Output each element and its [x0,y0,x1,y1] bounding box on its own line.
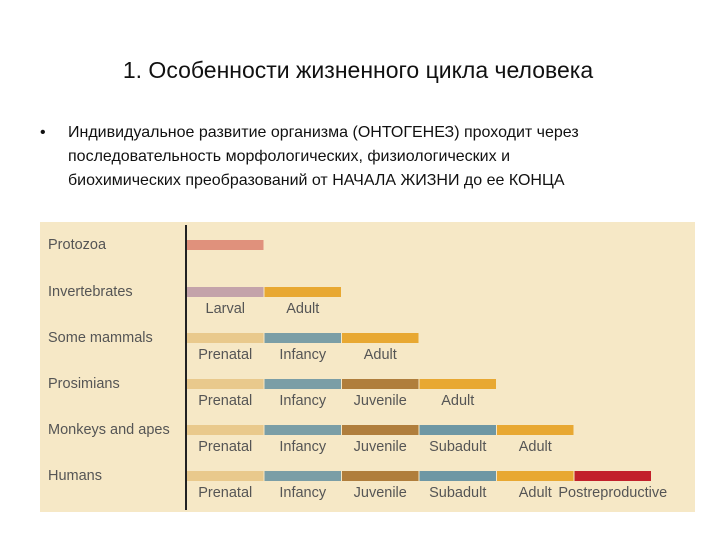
stage-label: Adult [519,485,552,501]
stage-bar [342,425,419,435]
stage-label: Infancy [279,393,326,409]
stage-bar [187,425,264,435]
stage-bar [187,240,264,250]
stage-bar [187,287,264,297]
stage-label: Adult [441,393,474,409]
stage-bar [419,379,496,389]
row-label: Humans [48,468,102,484]
bullet-line: биохимических преобразований от НАЧАЛА Ж… [68,172,565,189]
stage-label: Subadult [429,485,486,501]
stage-label: Postreproductive [558,485,667,501]
row-label: Invertebrates [48,284,133,300]
stage-label: Infancy [279,439,326,455]
stage-label: Larval [206,301,246,317]
stage-label: Juvenile [354,485,407,501]
row-label: Prosimians [48,376,120,392]
stage-bar [497,471,574,481]
stage-bar [264,379,341,389]
stage-bar [342,379,419,389]
stage-label: Adult [364,347,397,363]
bullet-line: последовательность морфологических, физи… [68,148,510,165]
stage-bar [419,471,496,481]
stage-bar [187,471,264,481]
diagram-panel [40,222,695,512]
stage-label: Subadult [429,439,486,455]
stage-label: Prenatal [198,485,252,501]
stage-bar [187,379,264,389]
stage-bar [419,425,496,435]
stage-label: Prenatal [198,393,252,409]
stage-bar [264,425,341,435]
stage-label: Prenatal [198,439,252,455]
stage-bar [264,287,341,297]
stage-bar [187,333,264,343]
stage-bar [342,471,419,481]
stage-label: Juvenile [354,439,407,455]
stage-bar [264,333,341,343]
stage-label: Prenatal [198,347,252,363]
row-label: Monkeys and apes [48,422,170,438]
stage-bar [342,333,419,343]
stage-label: Juvenile [354,393,407,409]
stage-bar [574,471,651,481]
stage-label: Adult [286,301,319,317]
stage-label: Adult [519,439,552,455]
row-label: Protozoa [48,237,107,253]
row-label: Some mammals [48,330,153,346]
stage-label: Infancy [279,485,326,501]
bullet-line: Индивидуальное развитие организма (ОНТОГ… [68,124,579,141]
stage-bar [264,471,341,481]
stage-label: Infancy [279,347,326,363]
stage-bar [497,425,574,435]
slide-title: 1. Особенности жизненного цикла человека [123,57,593,83]
bullet-marker: • [40,124,46,141]
